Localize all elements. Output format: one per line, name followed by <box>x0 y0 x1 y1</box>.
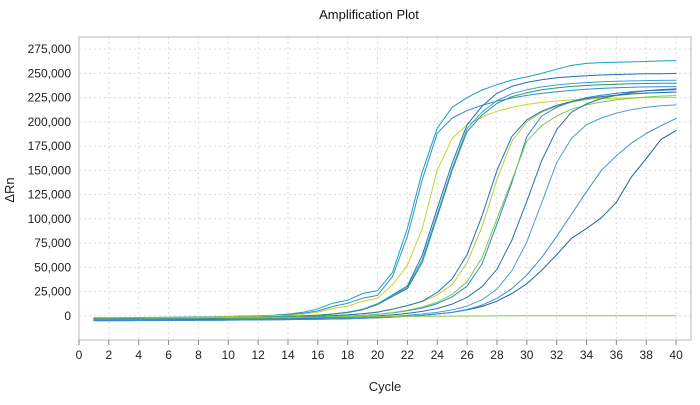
y-tick-label: 175,000 <box>28 139 72 153</box>
x-tick-label: 24 <box>431 348 445 362</box>
y-tick-label: 100,000 <box>28 212 72 226</box>
chart-title: Amplification Plot <box>319 7 419 22</box>
gridlines <box>79 37 691 340</box>
series-line-5 <box>93 79 677 320</box>
y-tick-label: 75,000 <box>34 236 71 250</box>
x-tick-label: 14 <box>281 348 295 362</box>
series-line-6 <box>93 82 677 320</box>
y-tick-label: 275,000 <box>28 42 72 56</box>
y-axis-title: ΔRn <box>2 177 17 202</box>
x-tick-label: 34 <box>580 348 594 362</box>
series-line-12 <box>93 104 677 322</box>
x-tick-label: 36 <box>610 348 624 362</box>
x-tick-label: 6 <box>165 348 172 362</box>
y-tick-label: 25,000 <box>34 285 71 299</box>
x-tick-label: 28 <box>490 348 504 362</box>
x-axis-ticks: 0 2 4 6 8 10 12 14 16 18 20 22 24 26 28 30 32 34 36 38 40 <box>76 340 683 362</box>
series-line-14 <box>93 117 677 322</box>
series-line-8 <box>93 91 677 320</box>
x-tick-label: 0 <box>76 348 83 362</box>
x-axis-title: Cycle <box>369 379 402 394</box>
y-tick-label: 150,000 <box>28 163 72 177</box>
x-tick-label: 10 <box>222 348 236 362</box>
series-line-7 <box>93 91 677 320</box>
series-line-9 <box>93 89 677 321</box>
y-tick-label: 0 <box>64 309 71 323</box>
x-tick-label: 22 <box>401 348 415 362</box>
x-tick-label: 40 <box>669 348 683 362</box>
x-tick-label: 2 <box>106 348 113 362</box>
x-tick-label: 18 <box>341 348 355 362</box>
x-tick-label: 8 <box>195 348 202 362</box>
x-tick-label: 12 <box>251 348 265 362</box>
x-tick-label: 38 <box>640 348 654 362</box>
x-tick-label: 20 <box>371 348 385 362</box>
series-line-3 <box>93 97 677 319</box>
y-axis-ticks: 0 25,000 50,000 75,000 100,000 125,000 150,000… <box>28 42 72 323</box>
y-tick-label: 125,000 <box>28 188 72 202</box>
x-tick-label: 16 <box>311 348 325 362</box>
y-tick-label: 250,000 <box>28 66 72 80</box>
series-line-15 <box>93 315 677 319</box>
x-tick-label: 30 <box>520 348 534 362</box>
x-tick-label: 32 <box>550 348 564 362</box>
x-tick-label: 4 <box>135 348 142 362</box>
y-tick-label: 200,000 <box>28 115 72 129</box>
x-tick-label: 26 <box>460 348 474 362</box>
y-tick-label: 50,000 <box>34 260 71 274</box>
plot-area-frame <box>78 36 692 341</box>
y-tick-label: 225,000 <box>28 91 72 105</box>
series-lines <box>93 60 677 322</box>
